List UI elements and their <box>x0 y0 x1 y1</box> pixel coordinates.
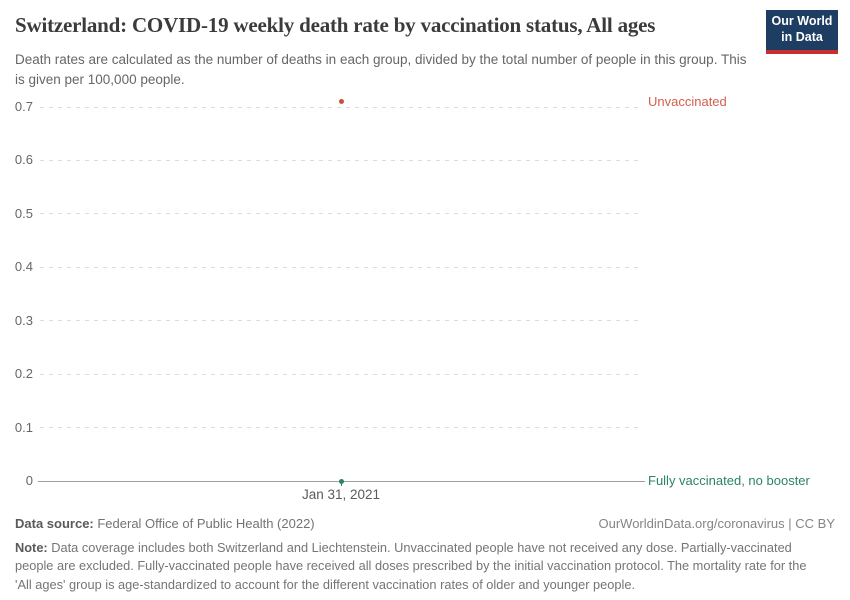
owid-logo: Our World in Data <box>766 10 838 54</box>
note-label: Note: <box>15 540 48 555</box>
gridline <box>40 320 642 322</box>
y-tick-label: 0 <box>25 473 33 488</box>
data-point-unvaccinated[interactable] <box>338 99 344 105</box>
y-tick-label: 0.7 <box>14 99 33 114</box>
owid-logo-line1: Our World <box>771 14 833 28</box>
data-source: Data source: Federal Office of Public He… <box>15 516 315 531</box>
gridline <box>40 213 642 215</box>
gridline <box>40 266 642 268</box>
gridline <box>40 106 642 108</box>
gridline <box>40 159 642 161</box>
series-label-fully-vaccinated-no-booster: Fully vaccinated, no booster <box>648 473 810 488</box>
chart-subtitle: Death rates are calculated as the number… <box>15 52 747 87</box>
gridline <box>40 373 642 375</box>
chart-title: Switzerland: COVID-19 weekly death rate … <box>15 13 656 37</box>
data-source-label: Data source: <box>15 516 94 531</box>
y-tick-label: 0.1 <box>14 419 33 435</box>
data-source-value: Federal Office of Public Health (2022) <box>93 516 315 531</box>
y-tick-label: 0.2 <box>14 366 33 382</box>
data-point-fully-vaccinated-no-booster[interactable] <box>338 478 344 484</box>
chart-note: Note: Data coverage includes both Switze… <box>15 539 817 594</box>
source-row: Data source: Federal Office of Public He… <box>15 516 835 531</box>
x-axis-tick <box>341 481 342 486</box>
gridline <box>40 427 642 429</box>
owid-logo-line2: in Data <box>781 29 823 44</box>
y-tick-label: 0.5 <box>14 205 33 221</box>
y-tick-label: 0.6 <box>14 152 33 168</box>
y-tick-label: 0.3 <box>14 312 33 328</box>
x-tick-label: Jan 31, 2021 <box>301 487 381 502</box>
series-label-unvaccinated: Unvaccinated <box>648 93 727 109</box>
credit-link[interactable]: OurWorldinData.org/coronavirus | CC BY <box>598 516 835 531</box>
y-tick-label: 0.4 <box>14 259 33 275</box>
note-value: Data coverage includes both Switzerland … <box>15 540 807 592</box>
